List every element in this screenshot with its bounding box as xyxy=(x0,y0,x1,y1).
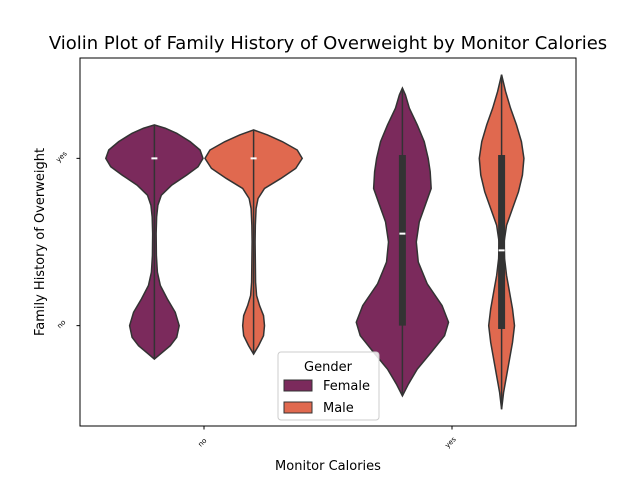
x-axis-label: Monitor Calories xyxy=(275,459,381,474)
violins-layer xyxy=(104,74,525,410)
y-tick-label-no: no xyxy=(56,318,68,330)
legend-label-female: Female xyxy=(323,379,370,394)
legend-label-male: Male xyxy=(323,401,354,416)
chart-title: Violin Plot of Family History of Overwei… xyxy=(49,33,607,54)
legend-title: Gender xyxy=(304,360,353,375)
legend: Gender Female Male xyxy=(277,351,380,421)
legend-swatch-male xyxy=(283,401,313,414)
x-tick-label-no: no xyxy=(197,437,209,449)
iqr-box-female-yes xyxy=(398,155,406,326)
iqr-box-male-yes xyxy=(498,155,506,329)
plot-area-frame xyxy=(79,57,577,427)
y-axis-label: Family History of Overweight xyxy=(33,148,48,336)
legend-swatch-female xyxy=(283,379,313,392)
